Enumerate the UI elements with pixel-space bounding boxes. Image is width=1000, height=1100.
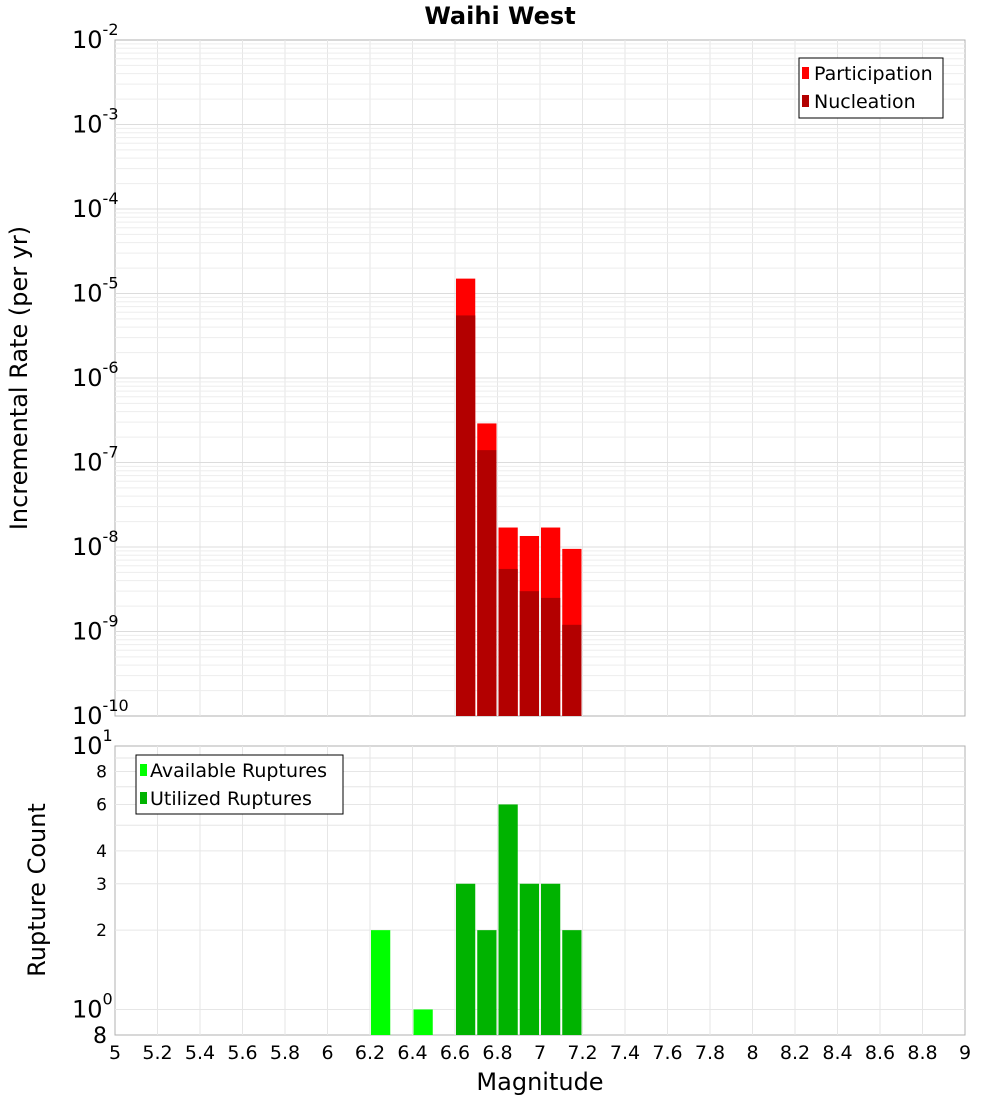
tick-exponent: -2 <box>103 20 119 39</box>
utilized-ruptures-bar <box>477 930 497 1035</box>
x-tick-label: 8.6 <box>865 1042 895 1064</box>
tick-base: 10 <box>72 618 103 646</box>
bottom-y-axis-label: Rupture Count <box>23 803 51 977</box>
utilized-ruptures-bar <box>562 930 582 1035</box>
nucleation-bar <box>562 624 582 716</box>
utilized-ruptures-bar <box>498 804 518 1035</box>
x-tick-label: 7.6 <box>652 1042 682 1064</box>
x-tick-label: 7 <box>534 1042 546 1064</box>
bottom-y-tick-label: 8 <box>93 1024 107 1049</box>
available-ruptures-bar <box>413 1009 433 1035</box>
bottom-grid <box>115 746 965 1035</box>
tick-base: 10 <box>72 195 103 223</box>
top-grid <box>115 40 965 716</box>
bottom-y-tick-label: 101 <box>72 726 113 760</box>
bottom-bars <box>371 804 582 1035</box>
nucleation-bar <box>456 315 476 716</box>
x-tick-label: 6.2 <box>355 1042 385 1064</box>
top-y-tick-label: 10-5 <box>72 274 119 308</box>
tick-base: 10 <box>72 533 103 561</box>
bottom-y-tick-label: 100 <box>72 989 113 1023</box>
x-tick-label: 5 <box>109 1042 121 1064</box>
top-y-tick-label: 10-4 <box>72 189 119 223</box>
top-y-tick-label: 10-10 <box>72 696 129 730</box>
top-y-tick-label: 10-3 <box>72 105 119 139</box>
x-tick-label: 6.4 <box>397 1042 427 1064</box>
top-y-tick-label: 10-7 <box>72 443 119 477</box>
nucleation-bar <box>541 597 561 716</box>
x-tick-label: 7.4 <box>610 1042 640 1064</box>
nucleation-bar <box>498 568 518 716</box>
legend-participation-label: Participation <box>814 63 933 85</box>
legend-nucleation-label: Nucleation <box>814 91 916 113</box>
x-tick-label: 9 <box>959 1042 971 1064</box>
x-ticks: 5 5.2 5.4 5.6 5.8 6 6.2 6.4 6.6 6.8 7 7.2 7.4 7.6 7.8 8… <box>109 1042 971 1064</box>
tick-exponent: -10 <box>103 696 129 715</box>
tick-base: 10 <box>72 280 103 308</box>
x-tick-label: 6.8 <box>482 1042 512 1064</box>
tick-exponent: 0 <box>103 989 113 1008</box>
tick-exponent: -5 <box>103 274 119 293</box>
top-legend: Participation Nucleation <box>798 57 944 119</box>
utilized-ruptures-bar <box>519 883 539 1035</box>
x-tick-label: 8 <box>746 1042 758 1064</box>
tick-base: 10 <box>72 702 103 730</box>
legend-utilized-label: Utilized Ruptures <box>150 788 312 810</box>
tick-exponent: -8 <box>103 527 119 546</box>
x-tick-label: 8.2 <box>780 1042 810 1064</box>
x-tick-label: 6.6 <box>440 1042 470 1064</box>
top-bars <box>456 278 582 716</box>
bottom-y-tick-label: 6 <box>96 795 107 815</box>
tick-base: 10 <box>72 449 103 477</box>
utilized-ruptures-bar <box>541 883 561 1035</box>
x-tick-label: 7.8 <box>695 1042 725 1064</box>
nucleation-bar <box>519 591 539 716</box>
x-tick-label: 5.4 <box>185 1042 215 1064</box>
tick-exponent: 1 <box>103 726 113 745</box>
utilized-ruptures-bar <box>456 883 476 1035</box>
x-tick-label: 5.2 <box>142 1042 172 1064</box>
tick-exponent: -7 <box>103 443 119 462</box>
bottom-y-tick-label: 3 <box>96 875 107 895</box>
chart-title: Waihi West <box>424 2 575 30</box>
top-y-tick-label: 10-6 <box>72 358 119 392</box>
legend-participation-swatch <box>802 67 809 79</box>
top-y-tick-label: 10-9 <box>72 612 119 646</box>
tick-exponent: -4 <box>103 189 119 208</box>
legend-available-label: Available Ruptures <box>150 760 327 782</box>
legend-utilized-swatch <box>140 792 147 804</box>
x-tick-label: 5.8 <box>270 1042 300 1064</box>
bottom-y-tick-label: 8 <box>96 763 107 783</box>
legend-available-swatch <box>140 764 147 776</box>
tick-base: 10 <box>72 364 103 392</box>
top-y-axis-label: Incremental Rate (per yr) <box>5 226 33 530</box>
x-axis-label: Magnitude <box>476 1068 603 1096</box>
legend-nucleation-swatch <box>802 95 809 107</box>
tick-exponent: -3 <box>103 105 119 124</box>
bottom-y-tick-label: 2 <box>96 921 107 941</box>
x-tick-label: 7.2 <box>567 1042 597 1064</box>
tick-base: 10 <box>72 111 103 139</box>
available-ruptures-bar <box>371 930 391 1035</box>
x-tick-label: 6 <box>321 1042 333 1064</box>
tick-exponent: -9 <box>103 612 119 631</box>
tick-base: 10 <box>72 26 103 54</box>
nucleation-bar <box>477 450 497 716</box>
tick-base: 10 <box>72 732 103 760</box>
top-y-tick-label: 10-2 <box>72 20 119 54</box>
x-tick-label: 8.8 <box>907 1042 937 1064</box>
top-y-tick-label: 10-8 <box>72 527 119 561</box>
tick-base: 10 <box>72 995 103 1023</box>
x-tick-label: 8.4 <box>822 1042 852 1064</box>
tick-exponent: -6 <box>103 358 119 377</box>
bottom-legend: Available Ruptures Utilized Ruptures <box>135 754 344 815</box>
x-tick-label: 5.6 <box>227 1042 257 1064</box>
bottom-y-tick-label: 4 <box>96 842 107 862</box>
